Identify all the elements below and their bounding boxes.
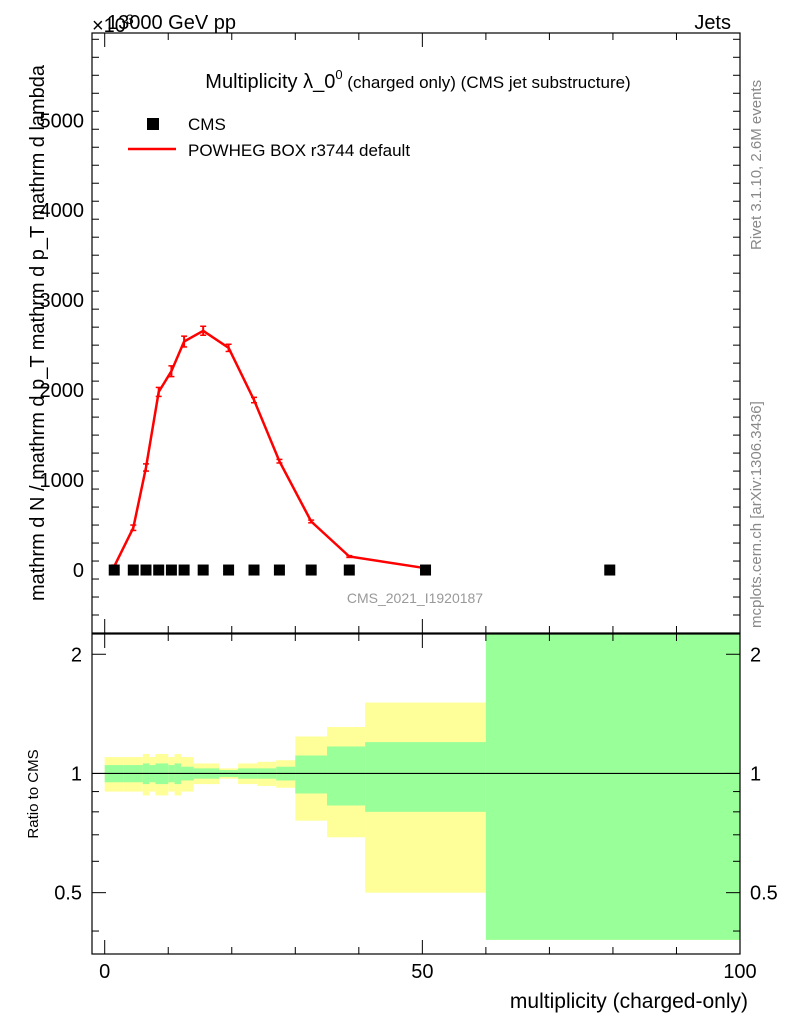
- ratio-y-tick-label: 1: [71, 763, 82, 785]
- cms-data-point: [420, 564, 432, 576]
- legend-powheg-label: POWHEG BOX r3744 default: [188, 141, 410, 160]
- ratio-band-stat: [485, 634, 740, 940]
- ratio-y-label: Ratio to CMS: [25, 749, 42, 838]
- ratio-x-tick-label: 0: [99, 961, 110, 983]
- cms-data-point: [178, 564, 190, 576]
- cms-data-point: [604, 564, 616, 576]
- cms-data-point: [223, 564, 235, 576]
- header-jets-label: Jets: [694, 12, 731, 34]
- cms-data-point: [165, 564, 177, 576]
- ratio-band-stat: [365, 742, 486, 812]
- main-title-superscript: 0: [335, 67, 342, 82]
- cms-data-point: [248, 564, 260, 576]
- main-y-tick-label: 3000: [40, 290, 85, 312]
- main-y-axis: 0 1000 2000 3000 4000 5000: [40, 38, 740, 616]
- y-exponent-label: ×103: [92, 11, 134, 37]
- ratio-x-tick-label: 50: [411, 961, 433, 983]
- main-title-suffix: (charged only) (CMS jet substructure): [343, 73, 631, 92]
- ratio-y-tick-label: 0.5: [54, 883, 82, 905]
- y-exponent-power: 3: [126, 11, 134, 27]
- watermark: CMS_2021_I1920187: [347, 590, 483, 606]
- ratio-bands-group: [104, 634, 740, 940]
- cms-data-point: [127, 564, 139, 576]
- rivet-label: Rivet 3.1.10, 2.6M events: [748, 80, 765, 250]
- ratio-panel: 0.5 0.5 1 1 2 2 0 50 100 Ratio to CMS multiplic…: [25, 633, 778, 1013]
- ratio-y-tick-label-right: 2: [750, 644, 761, 666]
- main-series-group: [108, 325, 616, 576]
- ratio-x-tick-label: 100: [723, 961, 756, 983]
- legend-cms-marker: [147, 118, 159, 130]
- cms-data-point: [197, 564, 209, 576]
- ratio-y-tick-label: 2: [71, 644, 82, 666]
- cms-data-point: [140, 564, 152, 576]
- ratio-band-stat: [327, 746, 366, 806]
- ratio-y-tick-label-right: 1: [750, 763, 761, 785]
- main-plot-frame: [91, 32, 741, 634]
- ratio-y-axis: 0.5 0.5 1 1 2 2: [54, 644, 778, 932]
- main-y-label: mathrm d N / mathrm d p_T mathrm d p_T m…: [27, 64, 49, 601]
- main-title-text: Multiplicity λ_0: [205, 71, 335, 93]
- legend: CMS POWHEG BOX r3744 default: [128, 115, 410, 160]
- main-x-axis-ticks: [104, 33, 741, 633]
- main-title: Multiplicity λ_00 (charged only) (CMS je…: [205, 67, 630, 93]
- mcplots-label: mcplots.cern.ch [arXiv:1306.3436]: [748, 401, 765, 628]
- ratio-plot-frame: [91, 633, 741, 955]
- main-y-tick-label: 4000: [40, 200, 85, 222]
- main-y-tick-label: 0: [73, 560, 84, 582]
- ratio-y-tick-label-right: 0.5: [750, 883, 778, 905]
- y-label-denominator: mathrm d N / mathrm d p_T mathrm d p_T m…: [27, 64, 49, 601]
- ratio-x-axis: 0 50 100: [99, 634, 757, 983]
- main-y-tick-label: 5000: [40, 110, 85, 132]
- cms-data-point: [153, 564, 165, 576]
- main-y-tick-label: 2000: [40, 380, 85, 402]
- cms-data-point: [273, 564, 285, 576]
- ratio-band-stat: [295, 755, 328, 794]
- main-panel: 0 1000 2000 3000 4000 5000 Multiplicity λ_00 …: [27, 32, 741, 634]
- cms-data-point: [108, 564, 120, 576]
- x-axis-label: multiplicity (charged-only): [510, 990, 748, 1013]
- main-y-tick-label: 1000: [40, 470, 85, 492]
- y-exponent-base: ×10: [92, 15, 126, 37]
- cms-data-point: [343, 564, 355, 576]
- powheg-line: [113, 329, 426, 570]
- cms-data-point: [305, 564, 317, 576]
- header-energy-label: 13000 GeV pp: [107, 12, 236, 34]
- legend-cms-label: CMS: [188, 115, 226, 134]
